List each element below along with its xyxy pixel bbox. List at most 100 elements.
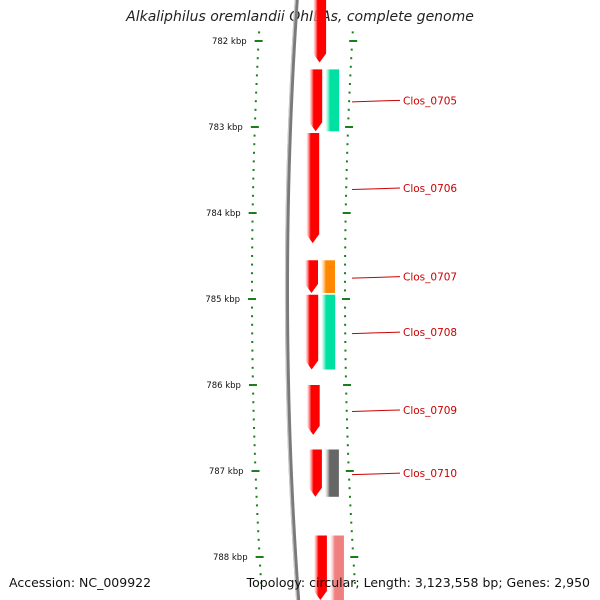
ruler-minor-tick-inner — [346, 427, 349, 429]
ruler-minor-tick-inner — [349, 513, 352, 515]
ruler-minor-tick — [251, 289, 254, 292]
ruler-tick-label: 786 kbp — [206, 381, 241, 391]
ruler-minor-tick — [254, 478, 257, 481]
topology-label: Topology: circular; Length: 3,123,558 bp… — [246, 575, 590, 590]
gene-label-leader — [351, 187, 401, 191]
ruler-minor-tick-inner — [344, 220, 347, 223]
cog-category-bar — [321, 294, 336, 370]
ruler-minor-tick — [251, 263, 254, 266]
ruler-minor-tick — [257, 538, 260, 541]
ruler-minor-tick-inner — [344, 341, 347, 343]
ruler-minor-tick — [253, 134, 256, 137]
ruler-minor-tick — [252, 409, 255, 412]
gene-arrow[interactable] — [308, 449, 322, 497]
ruler-minor-tick — [251, 246, 254, 249]
ruler-minor-tick — [251, 349, 254, 352]
ruler-minor-tick-inner — [351, 31, 354, 34]
ruler-minor-tick-inner — [350, 48, 353, 51]
ruler-minor-tick — [251, 280, 254, 283]
ruler-minor-tick — [251, 366, 254, 369]
ruler-minor-tick — [257, 48, 260, 51]
ruler-minor-tick-inner — [345, 392, 348, 395]
ruler-minor-tick — [254, 461, 257, 464]
gene-label[interactable]: Clos_0708 — [403, 327, 457, 339]
ruler-minor-tick — [260, 581, 263, 584]
ruler-tick-label: 785 kbp — [205, 295, 240, 305]
ruler-tick-label: 783 kbp — [208, 123, 243, 133]
ruler-minor-tick-inner — [344, 358, 347, 361]
gene-label[interactable]: Clos_0710 — [403, 468, 457, 480]
ruler-minor-tick — [256, 521, 259, 524]
ruler-minor-tick-inner — [347, 117, 350, 120]
ruler-tick-label: 782 kbp — [212, 37, 247, 47]
ruler-minor-tick — [255, 74, 258, 77]
ruler-minor-tick — [254, 100, 257, 103]
ruler-minor-tick-inner — [351, 538, 354, 541]
gene-arrow[interactable] — [306, 385, 320, 435]
gene-arrow[interactable] — [313, 535, 327, 600]
gene-label-leader — [351, 472, 401, 476]
ruler-minor-tick — [251, 341, 254, 343]
ruler-minor-tick — [251, 332, 254, 335]
ruler-minor-tick-inner — [347, 461, 350, 464]
ruler-minor-tick-inner — [348, 100, 351, 103]
ruler-minor-tick-inner — [348, 91, 351, 94]
gene-label-leader — [351, 276, 401, 279]
ruler-minor-tick — [257, 530, 260, 533]
ruler-minor-tick-inner — [351, 547, 354, 550]
ruler-minor-tick — [251, 375, 254, 378]
ruler-minor-tick-inner — [348, 495, 351, 498]
ruler-minor-tick — [253, 444, 256, 447]
gene-label-leader — [351, 331, 401, 335]
ruler-minor-tick — [251, 229, 254, 232]
ruler-minor-tick — [254, 108, 257, 111]
ruler-minor-tick-inner — [346, 151, 349, 154]
gene-arrow[interactable] — [305, 294, 319, 370]
ruler-minor-tick-inner — [344, 255, 347, 257]
ruler-minor-tick — [256, 513, 259, 515]
ruler-minor-tick-inner — [346, 134, 349, 137]
ruler-minor-tick-inner — [346, 143, 349, 146]
ruler-minor-tick-inner — [344, 332, 347, 335]
ruler-minor-tick-inner — [344, 263, 347, 266]
ruler-minor-tick-inner — [353, 581, 356, 584]
ruler-minor-tick-inner — [348, 487, 351, 490]
gene-label[interactable]: Clos_0709 — [403, 405, 457, 417]
ruler-minor-tick — [251, 306, 254, 309]
ruler-minor-tick-inner — [344, 246, 347, 249]
ruler-minor-tick-inner — [344, 280, 347, 283]
ruler-minor-tick-inner — [353, 573, 356, 576]
gene-arrow[interactable] — [305, 260, 318, 293]
ruler-minor-tick — [251, 255, 254, 257]
gene-arrow[interactable] — [306, 133, 320, 244]
gene-label[interactable]: Clos_0705 — [403, 95, 457, 107]
ruler-minor-tick-inner — [347, 108, 350, 111]
ruler-minor-tick-inner — [344, 229, 347, 232]
ruler-minor-tick-inner — [345, 418, 348, 421]
cog-category-bar — [329, 535, 344, 600]
ruler-minor-tick — [256, 57, 259, 60]
gene-label[interactable]: Clos_0706 — [403, 183, 457, 195]
ruler-tick-label: 787 kbp — [209, 467, 244, 477]
gene-arrow[interactable] — [309, 69, 323, 132]
ruler-minor-tick — [258, 547, 261, 550]
ruler-tick-label: 784 kbp — [206, 209, 241, 219]
ruler-minor-tick — [253, 435, 256, 438]
ruler-minor-tick-inner — [345, 169, 348, 171]
gene-arrow[interactable] — [313, 0, 327, 63]
gene-label-leader — [351, 99, 401, 103]
ruler-minor-tick — [252, 401, 255, 404]
gene-label[interactable]: Clos_0707 — [403, 272, 457, 284]
ruler-minor-tick-inner — [348, 478, 351, 481]
ruler-minor-tick-inner — [345, 409, 348, 412]
ruler-minor-tick — [251, 358, 254, 361]
ruler-minor-tick-inner — [345, 160, 348, 163]
ruler-minor-tick-inner — [344, 289, 347, 292]
ruler-minor-tick-inner — [345, 177, 348, 180]
ruler-minor-tick — [256, 65, 259, 68]
ruler-minor-tick-inner — [344, 323, 347, 326]
ruler-minor-tick-inner — [344, 203, 347, 206]
ruler-minor-tick — [258, 31, 261, 34]
